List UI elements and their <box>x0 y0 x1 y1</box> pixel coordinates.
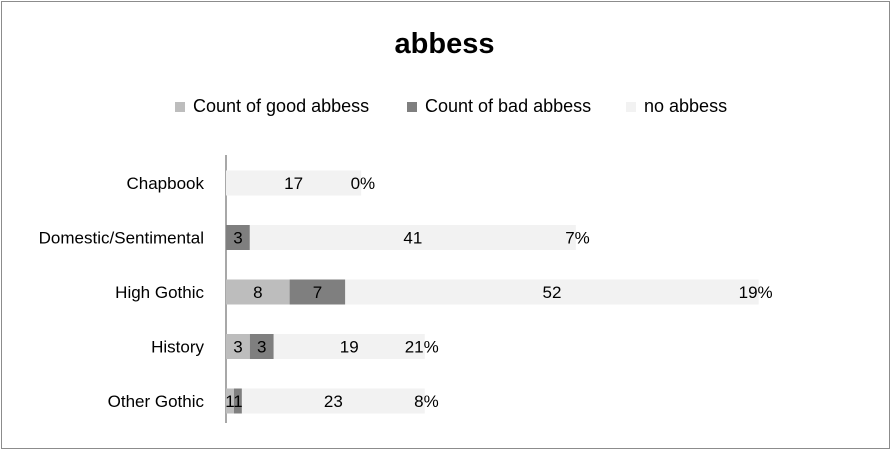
bar-segment <box>226 225 250 250</box>
chart-legend: Count of good abbess Count of bad abbess… <box>0 96 893 118</box>
legend-item-none: no abbess <box>626 96 727 117</box>
legend-swatch-good <box>175 101 185 112</box>
category-label: History <box>151 338 204 357</box>
data-label: 3 <box>233 229 242 248</box>
data-label: 52 <box>542 283 561 302</box>
bar-segment <box>233 388 242 414</box>
data-label: 17 <box>284 174 303 193</box>
percent-label: 8% <box>414 392 439 411</box>
category-label: High Gothic <box>115 283 204 302</box>
bar-segment <box>226 279 290 305</box>
percent-label: 7% <box>565 229 590 248</box>
bar-segment <box>249 225 576 250</box>
bar-segment <box>249 334 274 359</box>
bar-segment <box>273 334 425 359</box>
legend-swatch-bad <box>407 101 417 112</box>
bar-segment <box>289 279 346 305</box>
bar-segment <box>226 334 250 359</box>
data-label: 1 <box>233 392 242 411</box>
data-label: 23 <box>324 392 343 411</box>
data-label: 7 <box>313 283 322 302</box>
data-label: 41 <box>403 229 422 248</box>
legend-item-bad: Count of bad abbess <box>407 96 591 117</box>
data-label: 1 <box>225 392 234 411</box>
data-label: 3 <box>257 338 266 357</box>
legend-label-good: Count of good abbess <box>193 96 370 116</box>
category-label: Chapbook <box>126 174 204 193</box>
percent-label: 21% <box>405 338 439 357</box>
chart-title: abbess <box>394 28 495 60</box>
bar-segment <box>226 388 234 414</box>
data-label: 8 <box>253 283 262 302</box>
bar-segment <box>345 279 759 305</box>
bar-segment <box>226 170 362 196</box>
legend-label-bad: Count of bad abbess <box>425 96 592 116</box>
legend-item-good: Count of good abbess <box>175 96 369 117</box>
percent-label: 19% <box>739 283 773 302</box>
percent-label: 0% <box>351 174 376 193</box>
bar-segment <box>241 388 425 414</box>
category-label: Domestic/Sentimental <box>39 229 204 248</box>
legend-label-none: no abbess <box>644 96 728 116</box>
data-label: 3 <box>233 338 242 357</box>
data-label: 19 <box>340 338 359 357</box>
category-label: Other Gothic <box>108 392 205 411</box>
legend-swatch-none <box>626 101 636 112</box>
